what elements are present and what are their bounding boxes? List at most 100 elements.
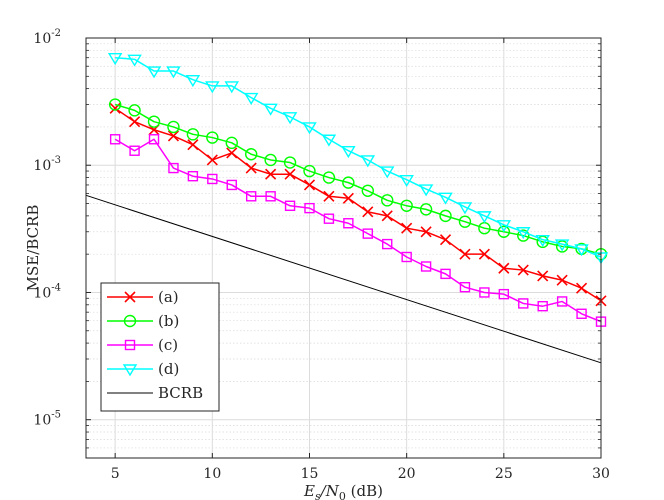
x-label-sub-s: s <box>315 490 321 500</box>
data-point <box>168 162 179 174</box>
data-point <box>128 104 141 117</box>
data-point <box>381 194 394 207</box>
legend-label: BCRB <box>158 384 203 402</box>
legend-marker <box>124 339 136 351</box>
data-point <box>400 199 413 212</box>
data-point <box>556 296 568 307</box>
x-label-e: E <box>303 482 315 500</box>
data-point <box>166 66 181 79</box>
data-point <box>265 168 277 180</box>
y-tick-label: 10-2 <box>33 28 61 47</box>
series-line <box>114 103 602 255</box>
data-point <box>265 191 276 202</box>
x-tick-label: 20 <box>398 466 416 482</box>
series-bcrb <box>85 194 602 364</box>
data-point <box>554 239 570 252</box>
data-point <box>226 179 237 191</box>
data-point <box>206 131 219 144</box>
data-point <box>401 251 412 263</box>
data-point <box>341 146 356 159</box>
data-point <box>205 81 220 94</box>
data-point <box>439 209 452 223</box>
data-point <box>342 176 355 189</box>
y-tick-label: 10-5 <box>33 410 61 429</box>
data-point <box>187 170 199 182</box>
data-point <box>284 168 296 180</box>
legend-marker <box>124 291 136 303</box>
data-point <box>167 120 180 134</box>
data-point <box>498 288 510 300</box>
legend: (a) (b) (c) (d) BCRB <box>100 282 220 412</box>
legend-label: (a) <box>158 288 179 306</box>
data-point <box>107 53 123 66</box>
series-c <box>109 134 607 327</box>
data-point <box>226 147 238 159</box>
data-point <box>459 248 471 260</box>
data-point <box>146 66 162 79</box>
data-point <box>537 300 548 312</box>
data-point <box>556 274 568 286</box>
data-point <box>418 184 434 197</box>
data-point <box>167 130 180 142</box>
data-point <box>458 215 472 228</box>
data-point <box>438 192 453 205</box>
plot-frame <box>85 37 602 459</box>
data-point <box>322 171 336 184</box>
data-point <box>224 81 239 94</box>
y-tick-label: 10-4 <box>33 282 61 301</box>
x-tick-label: 30 <box>592 466 610 482</box>
data-point <box>282 112 298 125</box>
y-tick-label: 10-3 <box>33 155 61 174</box>
data-point <box>535 234 550 248</box>
data-point <box>343 218 354 229</box>
data-point <box>245 162 257 174</box>
data-point <box>496 220 512 233</box>
data-point <box>399 174 414 188</box>
data-point <box>419 203 433 216</box>
legend-label: (d) <box>158 360 179 378</box>
data-point <box>576 308 587 319</box>
data-point <box>342 192 354 204</box>
data-point <box>187 139 199 151</box>
data-point <box>323 213 335 224</box>
x-tick-label: 10 <box>203 466 221 482</box>
data-point <box>362 228 373 239</box>
x-tick-label: 5 <box>111 466 120 482</box>
y-axis-label: MSE/BCRB <box>24 205 42 292</box>
legend-box <box>100 282 220 412</box>
x-tick-label: 25 <box>495 466 513 482</box>
data-point <box>420 261 432 272</box>
legend-label: (b) <box>158 312 179 330</box>
data-point <box>379 166 395 179</box>
data-point <box>185 75 201 88</box>
data-point <box>186 128 200 141</box>
data-point <box>129 145 140 156</box>
data-point <box>323 190 335 202</box>
x-label-n: /N <box>319 482 340 500</box>
data-point <box>401 222 413 234</box>
data-point <box>555 240 569 253</box>
data-point <box>457 202 473 215</box>
x-label-unit: (dB) <box>346 482 383 500</box>
data-point <box>362 206 374 218</box>
data-point <box>516 227 531 240</box>
data-point <box>459 281 471 293</box>
data-point <box>420 226 432 238</box>
legend-marker <box>123 314 137 328</box>
data-point <box>207 173 218 185</box>
x-axis-label: Es/N0 (dB) <box>303 482 383 500</box>
series-line <box>114 138 602 323</box>
data-point <box>263 103 278 116</box>
data-point <box>478 248 490 260</box>
data-point <box>498 262 510 274</box>
data-point <box>361 184 374 197</box>
data-point <box>108 98 122 111</box>
x-tick-label: 15 <box>301 466 319 482</box>
data-point <box>576 282 588 294</box>
data-point <box>517 264 529 276</box>
series-layer <box>85 53 609 364</box>
legend-label: (c) <box>158 336 178 354</box>
data-point <box>440 268 451 280</box>
data-point <box>283 156 297 169</box>
data-point <box>109 134 121 145</box>
